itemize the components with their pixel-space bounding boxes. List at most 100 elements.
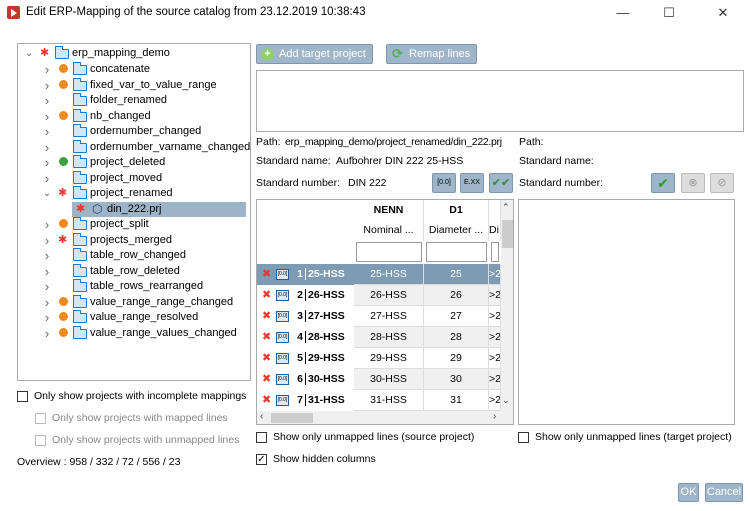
checkbox[interactable] xyxy=(17,391,28,402)
checkbox[interactable] xyxy=(518,432,529,443)
chevron-right-icon[interactable]: › xyxy=(44,294,50,310)
chevron-right-icon[interactable]: › xyxy=(44,263,50,279)
row-header[interactable]: ✖ [0.0] 6 30-HSS xyxy=(257,369,354,390)
table-row[interactable]: ✖ [0.0] 1 25-HSS 25-HSS 25 >2 xyxy=(257,264,501,285)
chevron-down-icon[interactable]: ⌄ xyxy=(24,48,34,59)
table-cell[interactable]: 27 xyxy=(424,306,489,327)
tree-item[interactable]: › value_range_range_changed xyxy=(18,294,248,310)
chevron-right-icon[interactable]: › xyxy=(44,279,50,294)
row-header[interactable]: ✖ [0.0] 2 26-HSS xyxy=(257,285,354,306)
table-cell[interactable]: 25 xyxy=(424,264,489,285)
column-filter-input[interactable] xyxy=(491,242,499,262)
table-cell[interactable]: 26-HSS xyxy=(354,285,424,306)
chevron-right-icon[interactable]: › xyxy=(44,108,50,124)
chevron-right-icon[interactable]: › xyxy=(44,139,50,155)
close-button[interactable]: ✕ xyxy=(717,5,729,20)
table-cell[interactable]: 30-HSS xyxy=(354,369,424,390)
column-header[interactable]: D1 xyxy=(424,200,489,220)
table-cell[interactable]: 31 xyxy=(424,390,489,411)
scroll-right-icon[interactable]: › xyxy=(493,411,497,422)
row-header[interactable]: ✖ [0.0] 7 31-HSS xyxy=(257,390,354,411)
maximize-button[interactable]: ☐ xyxy=(663,5,675,20)
checkbox[interactable] xyxy=(35,435,46,446)
tree-item[interactable]: › ✱ projects_merged xyxy=(18,232,248,248)
table-cell[interactable]: 27-HSS xyxy=(354,306,424,327)
table-cell[interactable]: >2 xyxy=(489,264,501,285)
chevron-right-icon[interactable]: › xyxy=(44,232,50,248)
table-view-icon[interactable]: [0.0] xyxy=(432,173,456,193)
column-header[interactable]: NENN xyxy=(354,200,424,220)
chevron-right-icon[interactable]: › xyxy=(44,325,50,341)
project-tree[interactable]: ⌄ ✱ erp_mapping_demo › concatenate › fixed_var… xyxy=(17,43,251,381)
remove-icon[interactable]: ⊗ xyxy=(681,173,705,193)
table-row[interactable]: ✖ [0.0] 4 28-HSS 28-HSS 28 >2 xyxy=(257,327,501,348)
tree-item[interactable]: › ordernumber_changed xyxy=(18,124,248,139)
table-row[interactable]: ✖ [0.0] 5 29-HSS 29-HSS 29 >2 xyxy=(257,348,501,369)
table-cell[interactable]: >2 xyxy=(489,369,501,390)
chevron-right-icon[interactable]: › xyxy=(44,155,50,170)
table-row[interactable]: ✖ [0.0] 6 30-HSS 30-HSS 30 >2 xyxy=(257,369,501,390)
table-cell[interactable]: >2 xyxy=(489,327,501,348)
chevron-right-icon[interactable]: › xyxy=(44,77,50,93)
target-table[interactable] xyxy=(518,199,735,425)
vertical-scrollbar[interactable]: ⌃ ⌄ xyxy=(501,200,513,411)
cancel-button[interactable]: Cancel xyxy=(705,483,743,502)
table-cell[interactable]: 25-HSS xyxy=(354,264,424,285)
scroll-thumb[interactable] xyxy=(502,220,513,248)
chevron-right-icon[interactable]: › xyxy=(44,248,50,263)
chevron-right-icon[interactable]: › xyxy=(44,124,50,139)
tree-item[interactable]: › value_range_values_changed xyxy=(18,325,248,341)
tree-item[interactable]: › table_row_deleted xyxy=(18,263,248,279)
table-row[interactable]: ✖ [0.0] 3 27-HSS 27-HSS 27 >2 xyxy=(257,306,501,327)
scroll-down-icon[interactable]: ⌄ xyxy=(502,395,510,405)
chevron-down-icon[interactable]: ⌄ xyxy=(42,188,52,199)
table-cell[interactable]: 28 xyxy=(424,327,489,348)
table-cell[interactable]: 26 xyxy=(424,285,489,306)
column-header[interactable] xyxy=(489,200,501,220)
source-table[interactable]: ⌃ ⌄ ‹ › NENN Nominal ... D1 Diameter ... Di ✖… xyxy=(256,199,514,425)
ok-button[interactable]: OK xyxy=(678,483,699,502)
tree-item[interactable]: › table_row_changed xyxy=(18,248,248,263)
remap-lines-button[interactable]: ⟳ Remap lines xyxy=(386,44,478,64)
scroll-left-icon[interactable]: ‹ xyxy=(260,411,264,422)
tree-item[interactable]: › ordernumber_varname_changed xyxy=(18,139,250,155)
double-check-icon[interactable]: ✔✔ xyxy=(489,173,513,193)
minimize-button[interactable]: — xyxy=(616,5,630,20)
clear-icon[interactable]: ⊘ xyxy=(710,173,734,193)
row-header[interactable]: ✖ [0.0] 4 28-HSS xyxy=(257,327,354,348)
export-icon[interactable]: E.XX xyxy=(460,173,484,193)
row-header[interactable]: ✖ [0.0] 5 29-HSS xyxy=(257,348,354,369)
checkbox[interactable] xyxy=(256,432,267,443)
column-filter-input[interactable] xyxy=(426,242,487,262)
tree-item[interactable]: › nb_changed xyxy=(18,108,248,124)
scroll-thumb[interactable] xyxy=(271,413,313,423)
table-row[interactable]: ✖ [0.0] 2 26-HSS 26-HSS 26 >2 xyxy=(257,285,501,306)
chevron-right-icon[interactable]: › xyxy=(44,217,50,232)
table-cell[interactable]: 30 xyxy=(424,369,489,390)
tree-item[interactable]: › project_moved xyxy=(18,170,248,186)
tree-item[interactable]: › folder_renamed xyxy=(18,93,248,108)
chevron-right-icon[interactable]: › xyxy=(44,62,50,77)
tree-item-selected[interactable]: ✱ ⬡ din_222.prj xyxy=(72,201,246,217)
chevron-right-icon[interactable]: › xyxy=(44,170,50,186)
table-cell[interactable]: >2 xyxy=(489,390,501,411)
checkbox[interactable] xyxy=(35,413,46,424)
table-cell[interactable]: >2 xyxy=(489,348,501,369)
table-cell[interactable]: >2 xyxy=(489,306,501,327)
chevron-right-icon[interactable]: › xyxy=(44,310,50,325)
row-header[interactable]: ✖ [0.0] 3 27-HSS xyxy=(257,306,354,327)
table-row[interactable]: ✖ [0.0] 7 31-HSS 31-HSS 31 >2 xyxy=(257,390,501,411)
checkbox-checked[interactable]: ✓ xyxy=(256,454,267,465)
horizontal-scrollbar[interactable]: ‹ › xyxy=(257,411,513,424)
table-cell[interactable]: 28-HSS xyxy=(354,327,424,348)
table-cell[interactable]: >2 xyxy=(489,285,501,306)
tree-item[interactable]: › project_deleted xyxy=(18,155,248,170)
row-header[interactable]: ✖ [0.0] 1 25-HSS xyxy=(257,264,354,285)
chevron-right-icon[interactable]: › xyxy=(44,93,50,108)
column-filter-input[interactable] xyxy=(356,242,422,262)
tree-item[interactable]: › value_range_resolved xyxy=(18,310,248,325)
tree-item[interactable]: › fixed_var_to_value_range xyxy=(18,77,248,93)
add-target-project-button[interactable]: + Add target project xyxy=(256,44,373,64)
tree-item-root[interactable]: ⌄ ✱ erp_mapping_demo xyxy=(18,46,248,61)
scroll-up-icon[interactable]: ⌃ xyxy=(502,202,510,212)
